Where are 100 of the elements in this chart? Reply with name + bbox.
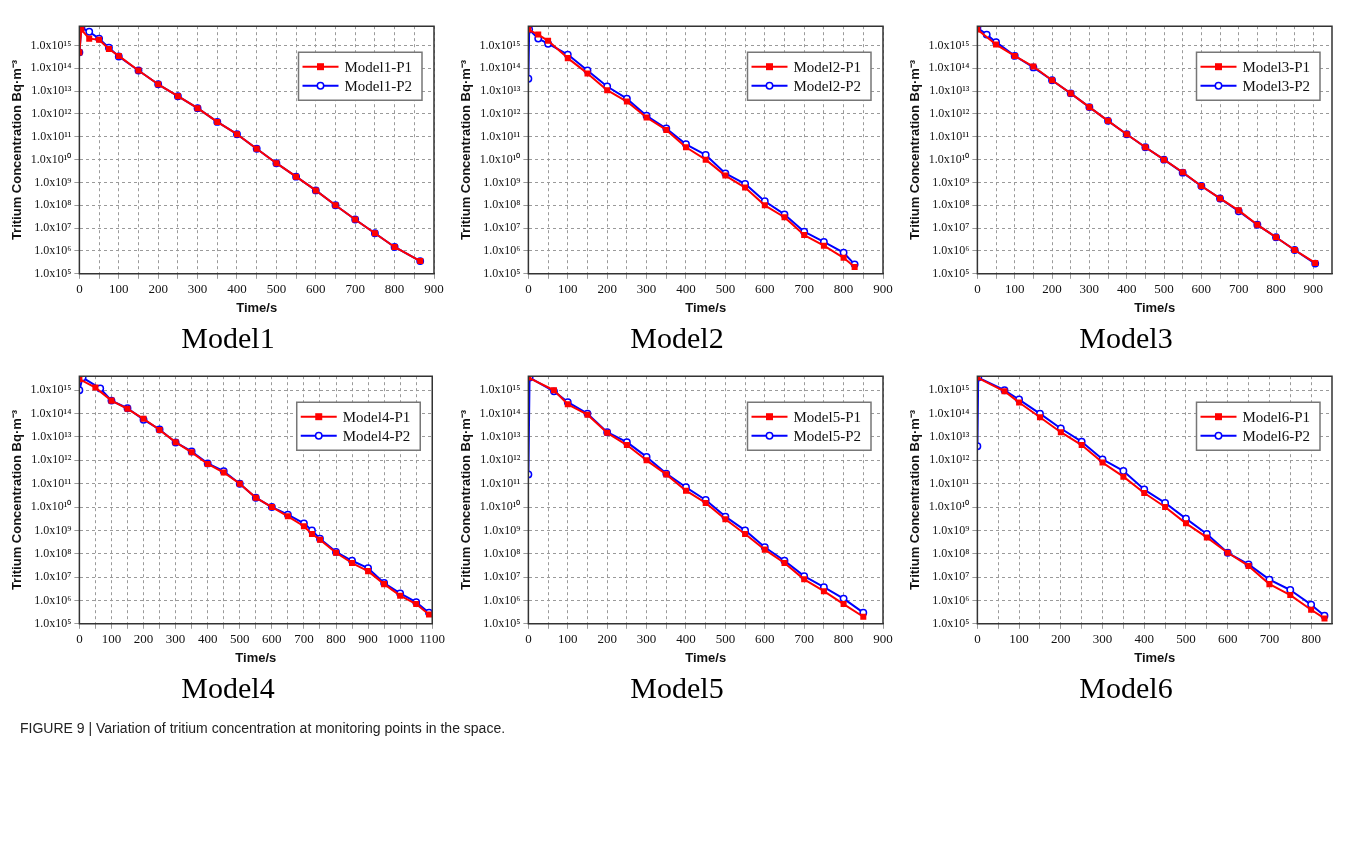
y-tick-label: 1.0x10¹³ <box>31 83 72 98</box>
x-tick-label: 500 <box>266 281 287 297</box>
x-tick-label: 800 <box>833 631 854 647</box>
x-tick-label: 500 <box>1154 281 1174 297</box>
x-tick-label: 700 <box>794 631 814 647</box>
text: Model4 <box>181 670 275 706</box>
x-tick-label: 700 <box>794 281 814 297</box>
legend-label: Model3-P2 <box>1242 77 1310 94</box>
y-tick-label: 1.0x10⁶ <box>483 592 521 607</box>
y-tick-label: 1.0x10⁵ <box>932 615 970 630</box>
y-tick-label: 1.0x10¹¹ <box>929 128 970 143</box>
y-tick-label: 1.0x10⁹ <box>483 174 521 189</box>
y-tick-label: 1.0x10⁹ <box>483 522 521 537</box>
x-tick-label: 500 <box>715 281 736 297</box>
x-tick-label: 1000 <box>387 631 414 647</box>
x-tick-label: 900 <box>358 631 378 647</box>
x-tick-label: 800 <box>384 281 405 297</box>
x-axis-title: Time/s <box>685 649 727 665</box>
x-tick-label: 100 <box>101 631 122 647</box>
x-tick-label: 0 <box>974 631 981 647</box>
x-axis-title: Time/s <box>1134 649 1176 665</box>
x-tick-label: 900 <box>873 631 893 647</box>
x-tick-label: 0 <box>76 281 83 297</box>
x-tick-label: 200 <box>148 281 168 297</box>
y-tick-label: 1.0x10¹¹ <box>480 128 521 143</box>
y-tick-label: 1.0x10⁵ <box>34 265 72 280</box>
y-tick-label: 1.0x10⁸ <box>34 197 72 212</box>
y-tick-label: 1.0x10⁹ <box>34 174 72 189</box>
x-tick-label: 200 <box>1051 631 1071 647</box>
x-tick-label: 100 <box>558 281 578 297</box>
y-tick-label: 1.0x10⁶ <box>932 592 970 607</box>
y-axis-title: Tritium Concentration Bq·m⁻³ <box>9 59 25 241</box>
y-tick-label: 1.0x10¹² <box>31 452 72 467</box>
text: Model6 <box>1079 670 1173 706</box>
y-tick-label: 1.0x10⁷ <box>34 220 72 235</box>
y-tick-label: 1.0x10¹² <box>929 106 970 121</box>
caption: FIGURE 9 | Variation of tritium concentration at monitoring points in the space. <box>20 720 507 736</box>
x-tick-label: 600 <box>755 281 775 297</box>
text: Model3 <box>1079 320 1173 356</box>
x-tick-label: 500 <box>1176 631 1196 647</box>
y-tick-label: 1.0x10⁹ <box>34 522 72 537</box>
x-tick-label: 400 <box>676 281 696 297</box>
x-tick-label: 600 <box>755 631 775 647</box>
y-tick-label: 1.0x10¹³ <box>31 429 72 444</box>
y-tick-label: 1.0x10¹² <box>480 452 521 467</box>
y-tick-label: 1.0x10¹⁵ <box>30 382 72 397</box>
legend-label: Model4-P1 <box>342 408 411 425</box>
x-axis-title: Time/s <box>1134 299 1176 315</box>
x-tick-label: 700 <box>345 281 365 297</box>
x-tick-label: 100 <box>1004 281 1025 297</box>
legend-label: Model6-P1 <box>1242 408 1310 425</box>
y-tick-label: 1.0x10¹⁰ <box>928 499 970 514</box>
y-tick-label: 1.0x10¹⁰ <box>479 151 521 166</box>
y-tick-label: 1.0x10¹⁴ <box>479 405 521 420</box>
y-tick-label: 1.0x10⁶ <box>34 592 72 607</box>
legend-label: Model4-P2 <box>342 427 411 444</box>
x-tick-label: 700 <box>1259 631 1280 647</box>
x-axis-title: Time/s <box>235 649 277 665</box>
x-tick-label: 400 <box>1134 631 1155 647</box>
y-tick-label: 1.0x10⁹ <box>932 522 970 537</box>
legend-label: Model5-P2 <box>793 427 861 444</box>
x-tick-label: 300 <box>1092 631 1113 647</box>
x-tick-label: 100 <box>109 281 129 297</box>
y-tick-label: 1.0x10¹⁴ <box>30 60 72 75</box>
x-tick-label: 800 <box>833 281 854 297</box>
y-tick-label: 1.0x10⁷ <box>932 220 970 235</box>
y-axis-title: Tritium Concentration Bq·m⁻³ <box>458 409 474 591</box>
x-tick-label: 900 <box>873 281 893 297</box>
x-tick-label: 400 <box>197 631 218 647</box>
x-tick-label: 600 <box>262 631 282 647</box>
y-tick-label: 1.0x10¹⁴ <box>928 60 970 75</box>
y-tick-label: 1.0x10⁸ <box>483 545 521 560</box>
text: Model2 <box>630 320 724 356</box>
x-tick-label: 500 <box>230 631 250 647</box>
y-tick-label: 1.0x10¹¹ <box>480 475 521 490</box>
x-tick-label: 300 <box>636 281 657 297</box>
x-axis-title: Time/s <box>685 299 727 315</box>
y-tick-label: 1.0x10⁵ <box>932 265 970 280</box>
x-tick-label: 300 <box>165 631 186 647</box>
y-tick-label: 1.0x10¹⁵ <box>928 382 970 397</box>
y-tick-label: 1.0x10⁵ <box>34 615 72 630</box>
y-tick-label: 1.0x10¹³ <box>480 429 521 444</box>
y-tick-label: 1.0x10⁷ <box>483 220 521 235</box>
y-tick-label: 1.0x10¹³ <box>929 83 970 98</box>
x-tick-label: 600 <box>1191 281 1212 297</box>
x-tick-label: 200 <box>1042 281 1062 297</box>
x-tick-label: 0 <box>974 281 981 297</box>
legend-label: Model5-P1 <box>793 408 861 425</box>
x-tick-label: 600 <box>306 281 326 297</box>
y-axis-title: Tritium Concentration Bq·m⁻³ <box>9 409 25 591</box>
y-tick-label: 1.0x10¹³ <box>929 429 970 444</box>
x-tick-label: 300 <box>636 631 657 647</box>
y-tick-label: 1.0x10⁷ <box>932 569 970 584</box>
x-tick-label: 0 <box>525 631 532 647</box>
y-tick-label: 1.0x10¹⁰ <box>30 499 72 514</box>
legend-label: Model6-P2 <box>1242 427 1310 444</box>
y-tick-label: 1.0x10¹⁵ <box>479 37 521 52</box>
y-tick-label: 1.0x10¹⁴ <box>30 405 72 420</box>
y-tick-label: 1.0x10¹⁴ <box>479 60 521 75</box>
y-tick-label: 1.0x10¹⁰ <box>928 151 970 166</box>
